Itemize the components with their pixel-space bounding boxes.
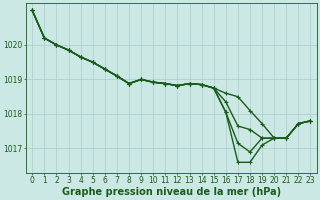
X-axis label: Graphe pression niveau de la mer (hPa): Graphe pression niveau de la mer (hPa) — [62, 187, 281, 197]
